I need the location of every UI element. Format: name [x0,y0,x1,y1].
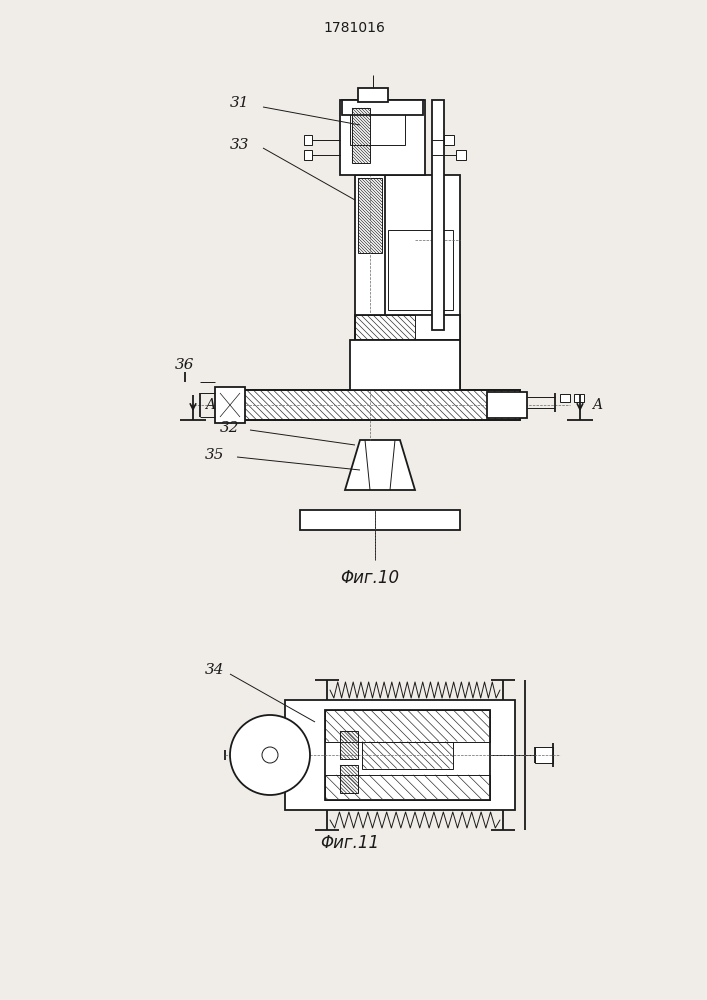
Bar [388,230,453,310]
Bar [574,394,584,402]
Circle shape [230,715,310,795]
Bar [325,710,490,800]
Bar [456,150,466,160]
Text: A: A [205,398,215,412]
Text: A: A [592,398,602,412]
Text: Φиг.11: Φиг.11 [320,834,380,852]
Bar [285,700,515,810]
Bar [432,100,444,330]
Bar [325,710,490,742]
Bar [535,747,553,763]
Bar [358,88,388,102]
Bar [487,392,527,418]
Bar [300,510,460,530]
Text: 33: 33 [230,138,250,152]
Text: 1781016: 1781016 [323,21,385,35]
Bar [358,178,382,253]
Bar [560,394,570,402]
Polygon shape [345,440,415,490]
Bar [340,100,425,175]
Bar [340,731,358,759]
Text: 35: 35 [205,448,225,462]
Bar [362,742,453,768]
Bar [355,315,460,340]
Bar [304,135,312,145]
Bar [220,390,520,420]
Bar [325,775,490,800]
Bar [304,150,312,160]
Text: Φиг.10: Φиг.10 [341,569,399,587]
Text: 32: 32 [221,421,240,435]
Text: 31: 31 [230,96,250,110]
Bar [220,390,520,420]
Text: 36: 36 [175,358,194,372]
Bar [355,315,415,340]
Bar [350,340,460,390]
Bar [352,108,370,163]
Bar [380,175,460,390]
Bar [444,135,454,145]
Bar [215,387,245,423]
Bar [342,100,423,115]
Bar [340,765,358,793]
Bar [350,105,405,145]
Text: 34: 34 [205,663,225,677]
Circle shape [262,747,278,763]
Bar [355,175,385,390]
